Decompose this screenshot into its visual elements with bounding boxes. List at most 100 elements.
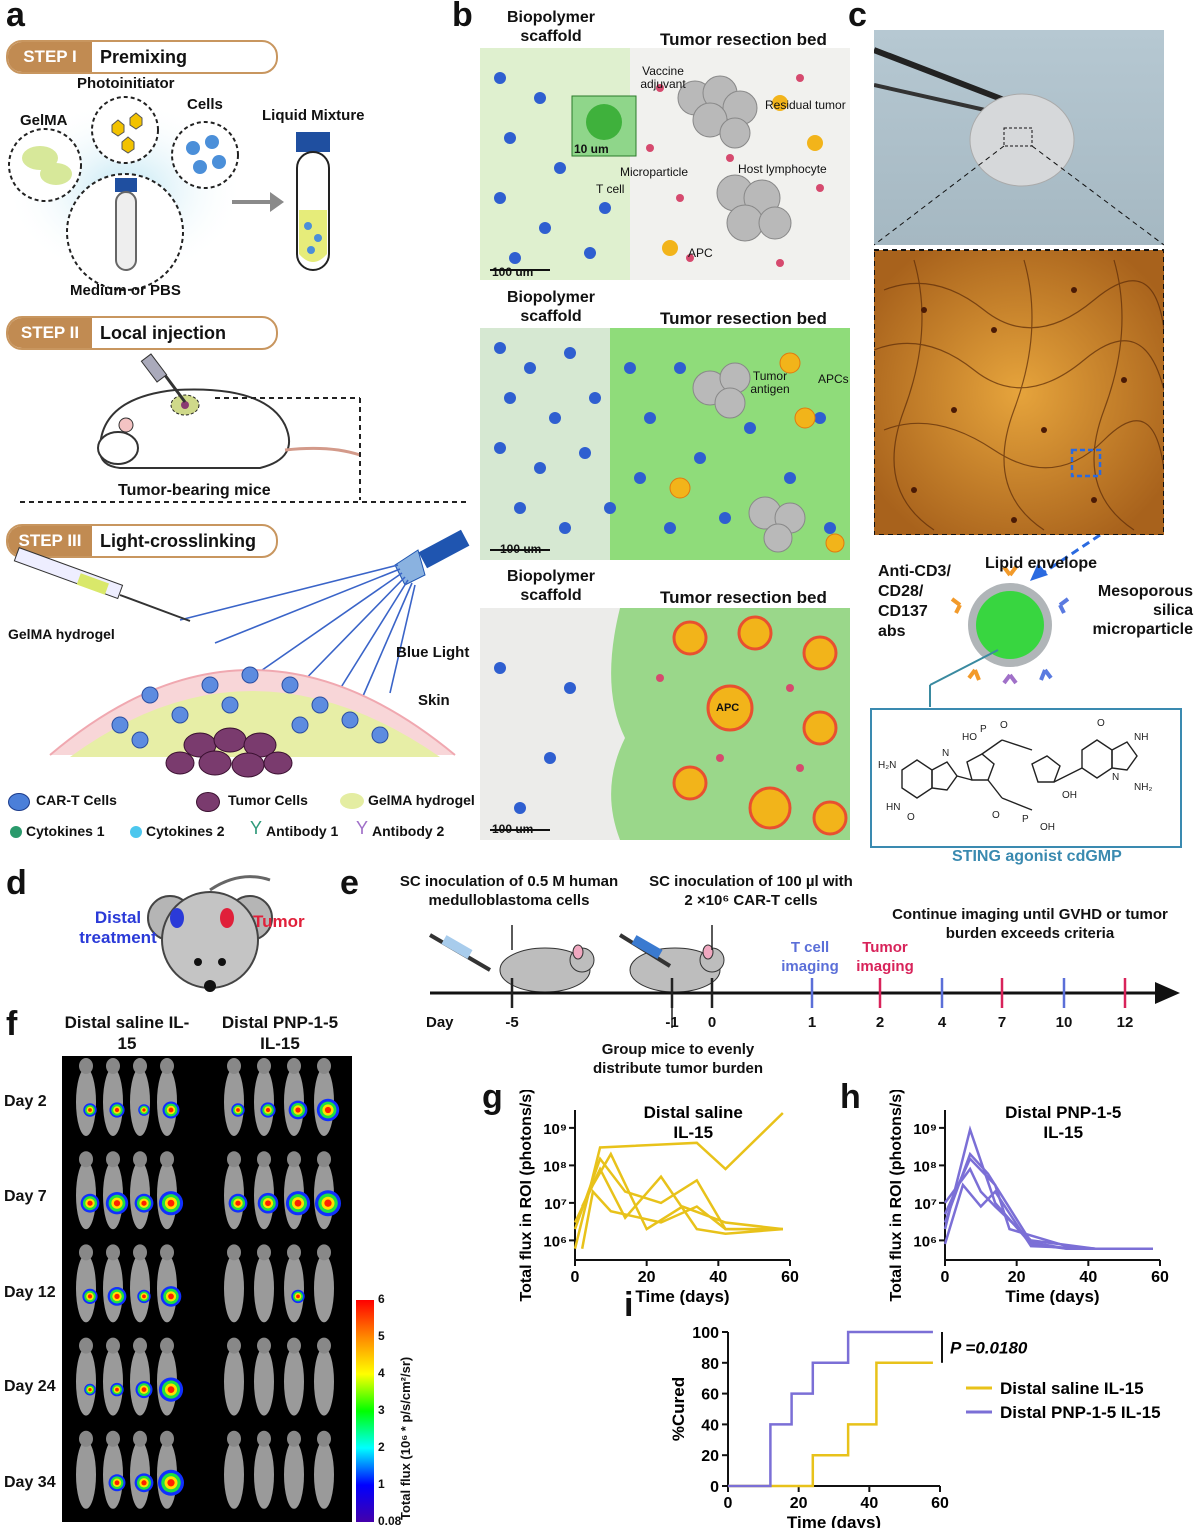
pnp-mouse-r0-c0 (224, 1058, 245, 1136)
x-tick-label-2: 40 (709, 1269, 727, 1286)
legend-tumor-cells: Tumor Cells (228, 792, 308, 808)
saline-mouse-r2-c0 (76, 1244, 98, 1323)
panel-label-e: e (340, 864, 359, 902)
pnp-mouse-r4-c2 (284, 1430, 304, 1509)
panel-label-h: h (840, 1078, 861, 1116)
x-tick-label-2: 40 (860, 1495, 878, 1512)
pnp-mouse-r0-c1 (254, 1058, 276, 1136)
x-tick-label-3: 60 (781, 1269, 799, 1286)
tumor-antigen-label: Tumor antigen (750, 369, 790, 396)
pnp-mouse-r4-c3 (314, 1430, 334, 1509)
x-tick-label-1: 20 (638, 1269, 656, 1286)
scaffold-label-1: Biopolymer scaffold (506, 9, 595, 45)
tumor-imaging-label: Tumor imaging (856, 939, 914, 975)
y-tick-label-3: 60 (701, 1387, 719, 1404)
series-line-0 (943, 1125, 1153, 1250)
y-tick-label-0: 10⁶ (543, 1233, 567, 1250)
cells-label: Cells (187, 96, 223, 113)
saline-mouse-r4-c2 (130, 1430, 154, 1509)
colorbar-tick-1: 5 (378, 1329, 385, 1343)
y-tick-label-1: 20 (701, 1448, 719, 1465)
mouse-syringe-1 (428, 925, 595, 993)
svg-text:NH: NH (1134, 732, 1148, 743)
legend-antibody-2: Antibody 2 (372, 823, 445, 839)
scaffold-label-3: Biopolymer scaffold (506, 568, 595, 604)
cells-circle (171, 121, 239, 189)
mouse-syringe-2 (618, 925, 725, 993)
stage-3-illustration (480, 608, 850, 840)
saline-mouse-r3-c0 (76, 1337, 96, 1416)
colorbar-tick-3: 3 (378, 1403, 385, 1417)
step-3-text: Light-crosslinking (100, 531, 257, 551)
tumor-site (220, 908, 234, 928)
gelma-hydrogel-icon (340, 793, 364, 809)
legend-car-t: CAR-T Cells (36, 792, 117, 808)
timeline-day-1: -1 (665, 1014, 679, 1031)
premixing-illustration (5, 96, 330, 291)
legend-label-0: Distal saline IL-15 (1000, 1379, 1144, 1398)
photoinitiator-label: Photoinitiator (77, 75, 175, 92)
x-axis-label: Time (days) (635, 1287, 729, 1305)
t-cell-imaging-label: T cell imaging (781, 939, 839, 975)
x-tick-label-0: 0 (571, 1269, 580, 1286)
saline-mouse-r4-c3 (157, 1430, 184, 1509)
colorbar-label: Total flux (10⁶ * p/s/cm²/sr) (398, 1356, 413, 1520)
panel-label-g: g (482, 1078, 503, 1116)
y-tick-label-1: 10⁷ (544, 1196, 567, 1213)
row-label-day24: Day 24 (4, 1378, 56, 1395)
colorbar-tick-5: 1 (378, 1477, 385, 1491)
svg-text:O: O (1000, 720, 1008, 731)
svg-text:HO: HO (962, 732, 977, 743)
microparticle-label: Microparticle (620, 165, 689, 179)
antibody-2-icon: Y (356, 818, 369, 838)
medium-label: Medium or PBS (70, 282, 181, 299)
y-tick-label-2: 40 (701, 1417, 719, 1434)
series-line-3 (580, 1188, 783, 1249)
colorbar (356, 1300, 374, 1522)
residual-tumor-label: Residual tumor (765, 98, 846, 112)
bed-label-2: Tumor resection bed (660, 309, 827, 328)
blue-light-label: Blue Light (396, 644, 470, 661)
pnp-mouse-r1-c0 (224, 1151, 248, 1230)
pnp-mouse-r3-c1 (254, 1337, 274, 1416)
x-tick-label-0: 0 (724, 1495, 733, 1512)
x-axis-label: Time (days) (1005, 1287, 1099, 1305)
antibodies-label: Anti-CD3/ CD28/ CD137 abs (878, 563, 951, 640)
pnp-mouse-r0-c2 (284, 1058, 308, 1136)
saline-mouse-r0-c0 (76, 1058, 97, 1136)
chart-title-line-2: IL-15 (1043, 1123, 1083, 1142)
svg-text:P: P (980, 724, 987, 735)
timeline-day-8: 12 (1116, 1014, 1134, 1031)
apc-label-1: APC (688, 246, 713, 260)
apc-label-3: APC (716, 702, 740, 714)
series-line-2 (581, 1166, 783, 1236)
bioluminescence-grid (62, 1056, 352, 1522)
inoculation-1-label: SC inoculation of 0.5 M human medullobla… (399, 873, 619, 909)
pnp-mouse-r1-c2 (284, 1151, 311, 1230)
distal-treatment-label: Distal treatment (79, 908, 157, 947)
svg-text:HN: HN (886, 802, 900, 813)
colorbar-tick-6: 0.08 (378, 1514, 402, 1528)
stage-1-illustration (480, 48, 850, 280)
step-2-tag: STEP II (8, 318, 92, 348)
scale-10um-label: 10 um (574, 142, 609, 156)
svg-text:OH: OH (1062, 790, 1077, 801)
column-1-title: Distal saline IL-15 (64, 1013, 190, 1053)
timeline (428, 925, 1180, 1028)
pnp-mouse-r4-c0 (224, 1430, 244, 1509)
pnp-mouse-r1-c3 (314, 1151, 341, 1230)
saline-mouse-r2-c1 (103, 1244, 127, 1323)
series-line-1 (573, 1156, 783, 1231)
timeline-day-7: 10 (1055, 1014, 1073, 1031)
scale-100um-label-2: 100 um (500, 542, 542, 556)
skin-label: Skin (418, 692, 450, 709)
saline-mouse-r3-c2 (130, 1337, 153, 1416)
legend-antibody-1: Antibody 1 (266, 823, 339, 839)
svg-text:P: P (1022, 814, 1029, 825)
series-line-3 (943, 1166, 1153, 1250)
panel-label-i: i (624, 1286, 634, 1324)
y-tick-label-4: 80 (701, 1356, 719, 1373)
bed-label-3: Tumor resection bed (660, 588, 827, 607)
survival-line-1 (728, 1330, 933, 1488)
crosslinking-illustration (13, 529, 470, 778)
